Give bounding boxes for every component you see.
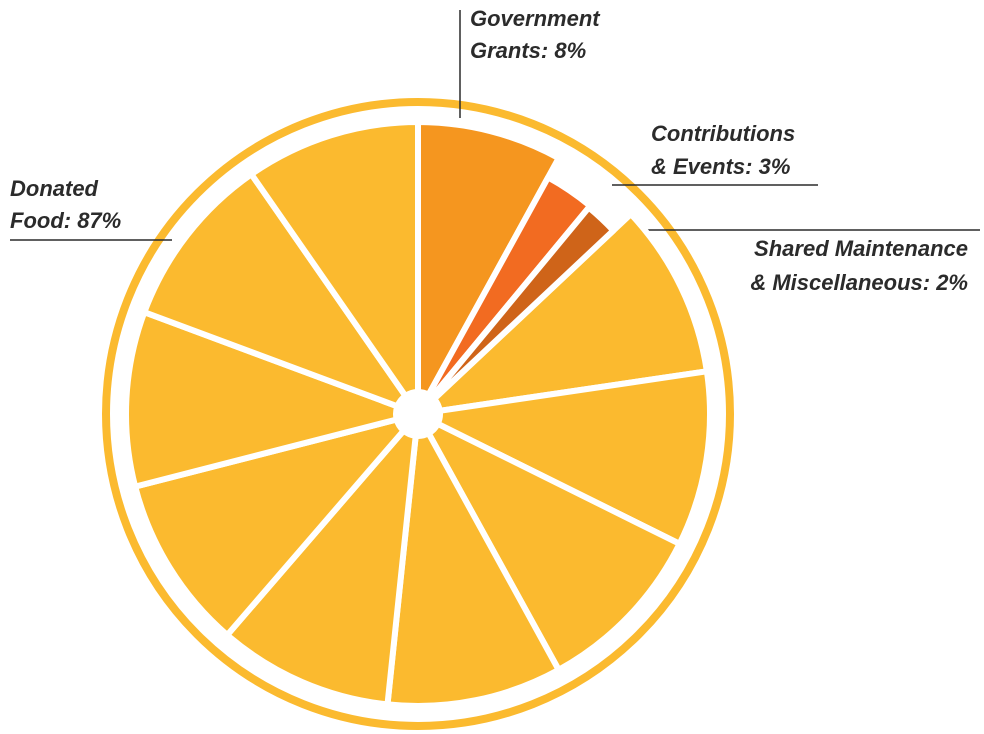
- slice-label: Food: 87%: [10, 208, 121, 233]
- slice-segment: [425, 420, 683, 673]
- slice-segment: [431, 211, 710, 414]
- slice-segment: [384, 430, 562, 709]
- slice-label: Government: [470, 6, 601, 31]
- orange-rind: [102, 98, 734, 730]
- slice-segment: [224, 427, 419, 708]
- slice-label: Donated: [10, 176, 99, 201]
- slice-label: Shared Maintenance: [754, 236, 968, 261]
- slice: [415, 119, 562, 398]
- slice-label: Grants: 8%: [470, 38, 586, 63]
- slice-label: & Events: 3%: [651, 154, 790, 179]
- slice-label: & Miscellaneous: 2%: [750, 270, 968, 295]
- slice-segment: [141, 171, 409, 410]
- slice-segment: [132, 416, 407, 639]
- slice-segment: [429, 204, 617, 402]
- slice-segment: [434, 368, 713, 547]
- slice: [123, 119, 713, 709]
- slice: [429, 204, 617, 402]
- slice-segment: [123, 309, 401, 490]
- slice-segment: [415, 119, 562, 398]
- slice-label: Contributions: [651, 121, 795, 146]
- slice-segment: [248, 119, 421, 399]
